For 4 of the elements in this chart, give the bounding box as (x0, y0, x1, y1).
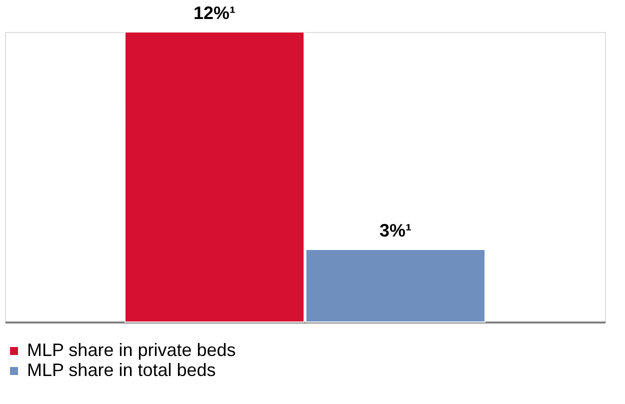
legend-label: MLP share in private beds (27, 340, 236, 360)
data-label: 3%¹ (379, 220, 412, 240)
data-label: 12%¹ (194, 3, 236, 23)
legend-label: MLP share in total beds (27, 360, 216, 380)
